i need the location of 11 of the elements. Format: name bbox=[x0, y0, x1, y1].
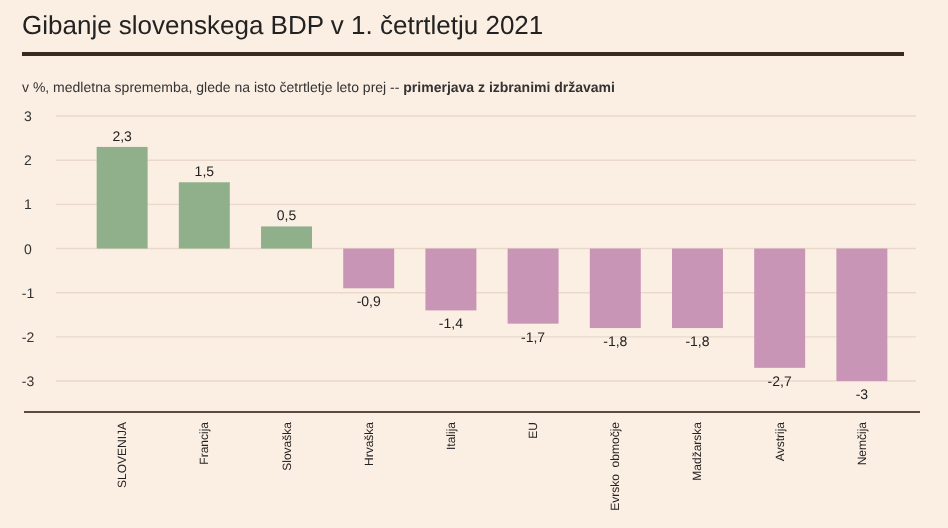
bar bbox=[589, 248, 641, 329]
bar bbox=[836, 248, 888, 382]
bar bbox=[261, 226, 312, 249]
bar bbox=[343, 248, 395, 289]
bar bbox=[754, 248, 806, 368]
bar bbox=[178, 182, 230, 249]
bar bbox=[507, 248, 559, 324]
bar bbox=[96, 146, 148, 249]
chart-title: Gibanje slovenskega BDP v 1. četrtletju 2021 bbox=[22, 10, 544, 40]
bar bbox=[672, 248, 723, 329]
bar bbox=[425, 248, 477, 311]
